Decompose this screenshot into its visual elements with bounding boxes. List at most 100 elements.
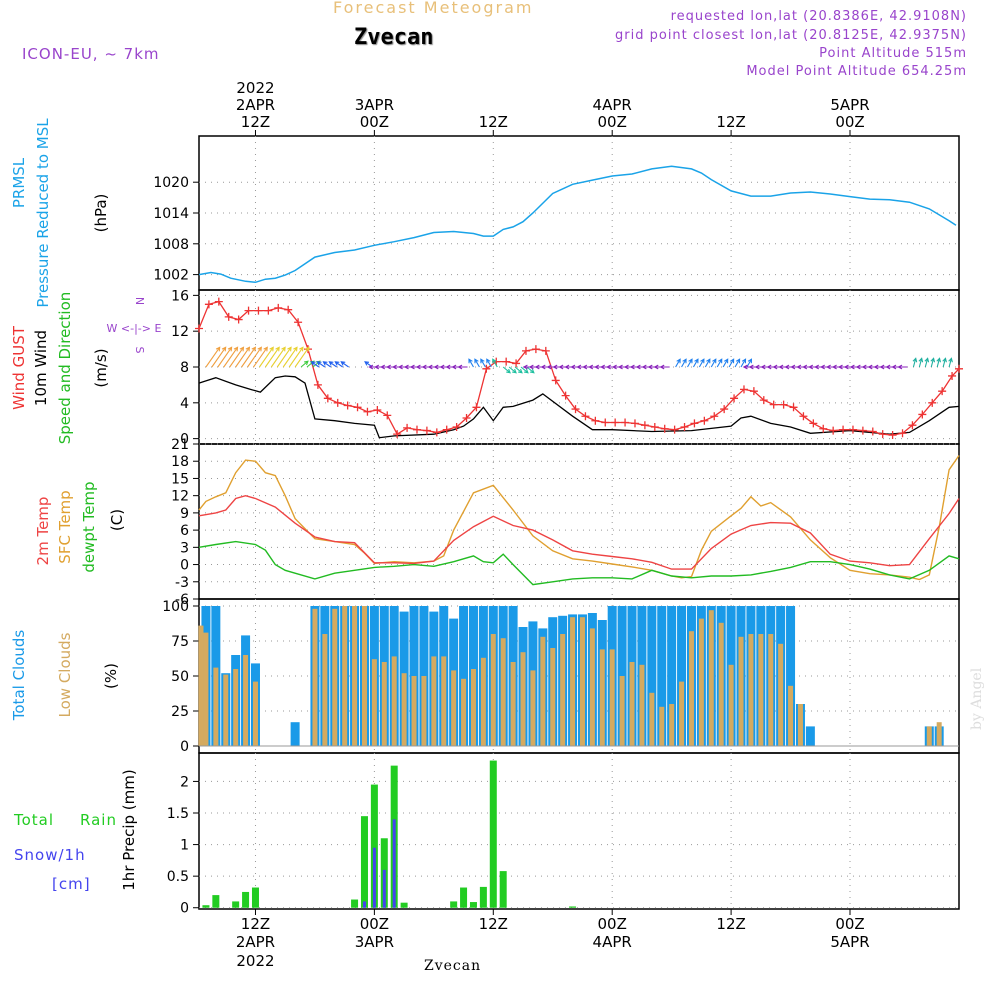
y-tick-label: 1020	[153, 175, 189, 191]
gust-marker	[214, 297, 223, 306]
low-cloud-bar	[688, 631, 694, 746]
y-tick-label: 1002	[153, 268, 189, 284]
pressure-line	[198, 165, 957, 284]
wind-direction-arrow	[253, 346, 268, 368]
gust-marker	[759, 396, 768, 405]
gust-marker	[383, 411, 392, 420]
gust-marker	[938, 387, 947, 396]
panel-frame	[198, 752, 960, 910]
y-tick-label: 0	[180, 558, 189, 574]
y-tick-label: -3	[175, 575, 189, 591]
gust-marker	[779, 400, 788, 409]
wind-direction-arrow	[217, 346, 233, 368]
x-label-bottom-hour: 00Z	[598, 915, 627, 933]
rain-bar	[360, 816, 368, 908]
x-label-bottom-hour: 12Z	[479, 915, 508, 933]
wind-direction-arrow	[294, 346, 310, 368]
low-cloud-bar	[570, 617, 576, 746]
x-label-bottom-date: 5APR	[830, 933, 869, 951]
gust-marker	[601, 418, 610, 427]
rain-label: Rain	[80, 811, 117, 829]
dewpt-label: dewpt Temp	[80, 481, 98, 572]
gust-marker	[195, 324, 203, 333]
low-cloud-bar	[361, 606, 367, 746]
gust-marker	[224, 312, 233, 321]
low-cloud-bar	[421, 676, 427, 746]
wind-unit-label: (m/s)	[92, 348, 110, 387]
wind-direction-arrow	[310, 361, 320, 368]
total-cloud-bar	[786, 606, 796, 746]
gust-marker	[868, 427, 877, 436]
y-tick-label: 15	[171, 471, 189, 487]
gust-marker	[829, 426, 838, 435]
rain-bar	[242, 891, 250, 908]
gust-marker	[878, 430, 887, 439]
low-cloud-bar	[778, 643, 784, 746]
low-cloud-bar	[480, 657, 486, 746]
wind-direction-arrow	[930, 357, 936, 368]
gust-marker	[343, 401, 352, 410]
low-cloud-bar	[401, 673, 407, 746]
gust-marker	[908, 421, 917, 430]
x-label-top-date: 2APR	[236, 96, 275, 114]
total-cloud-bar	[290, 722, 300, 746]
gust-marker	[521, 346, 530, 355]
gust-marker	[294, 318, 303, 327]
gust-marker	[244, 306, 253, 315]
x-label-bottom-date: 3APR	[355, 933, 394, 951]
y-tick-label: 2	[180, 774, 189, 790]
y-tick-label: -6	[175, 592, 189, 608]
gust-marker	[730, 394, 739, 403]
gust-marker	[373, 405, 382, 414]
gust-marker	[739, 385, 748, 394]
gust-marker	[452, 422, 461, 431]
wind-direction-arrow	[247, 346, 262, 368]
wind-direction-arrow	[722, 358, 729, 368]
low-cloud-bar	[352, 606, 358, 746]
wind-direction-arrow	[716, 358, 723, 368]
gust-marker	[888, 431, 897, 440]
gust-marker	[274, 303, 283, 312]
wind-direction-arrow	[468, 358, 474, 368]
gust-marker	[313, 380, 322, 389]
gust-marker	[591, 416, 600, 425]
x-label-top-date: 5APR	[830, 96, 869, 114]
wind-direction-arrow	[912, 357, 918, 368]
low-cloud-bar	[629, 662, 635, 746]
total-cloud-bar	[677, 606, 687, 746]
wind-speed-line	[198, 375, 960, 439]
wind-direction-arrow	[258, 346, 274, 368]
low-cloud-bar	[203, 632, 209, 746]
gust-marker	[581, 412, 590, 421]
wind-direction-label: Speed and Direction	[56, 292, 74, 445]
wind-direction-arrow	[942, 357, 947, 368]
compass-s: S	[133, 347, 146, 354]
rain-bar	[351, 899, 359, 908]
snow-bar	[392, 819, 396, 908]
total-label: Total	[13, 811, 54, 829]
requested-coords: requested lon,lat (20.8386E, 42.9108N)	[670, 9, 967, 24]
snow-unit-label: [cm]	[52, 875, 91, 893]
low-cloud-bar	[431, 656, 437, 746]
prmsl-long-label: Pressure Reduced to MSL	[34, 118, 52, 308]
gust-marker	[621, 418, 630, 427]
wind-direction-arrow	[223, 346, 239, 368]
gust-marker	[680, 422, 689, 431]
gust-marker	[611, 418, 620, 427]
low-cloud-bar	[797, 704, 803, 746]
total-cloud-bar	[647, 606, 657, 746]
wind-direction-arrow	[918, 357, 924, 368]
wind-direction-arrow	[282, 346, 298, 368]
compass-we: W <-|-> E	[107, 322, 162, 335]
gust-marker	[660, 424, 669, 433]
y-tick-label: 50	[171, 669, 189, 685]
gust-marker	[809, 419, 818, 428]
y-tick-label: 100	[162, 599, 189, 615]
wind-direction-arrow	[659, 364, 670, 370]
y-tick-label: 0	[180, 432, 189, 448]
wind-direction-arrow	[288, 346, 304, 368]
low-cloud-bar	[411, 676, 417, 746]
gust-marker	[422, 426, 431, 435]
low-cloud-bar	[213, 667, 219, 746]
x-label-top-hour: 12Z	[479, 113, 508, 131]
